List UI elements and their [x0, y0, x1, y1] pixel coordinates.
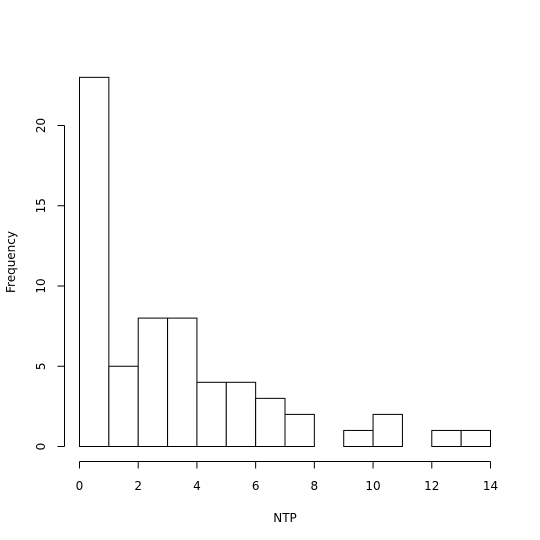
y-axis-title: Frequency — [4, 231, 18, 293]
x-tick-label: 0 — [76, 479, 84, 493]
histogram-bar — [196, 381, 227, 447]
y-tick-label: 0 — [34, 443, 48, 451]
y-tick-label: 10 — [34, 278, 48, 293]
histogram-bar — [431, 429, 462, 448]
histogram-bar — [343, 429, 374, 448]
x-axis: 0 2 4 6 8 10 12 14 — [76, 461, 498, 493]
y-tick-label: 20 — [34, 118, 48, 133]
histogram-bar — [255, 397, 286, 448]
histogram-bar — [284, 413, 315, 447]
x-tick-label: 12 — [424, 479, 439, 493]
y-tick-label: 5 — [34, 362, 48, 370]
histogram-bar — [460, 429, 491, 448]
y-axis: 0 5 10 15 20 — [34, 118, 65, 450]
histogram-bar — [372, 413, 403, 447]
x-tick-label: 4 — [193, 479, 201, 493]
x-tick-label: 8 — [311, 479, 319, 493]
x-tick-label: 2 — [134, 479, 142, 493]
x-axis-title: NTP — [273, 511, 297, 525]
histogram-bar — [79, 76, 110, 447]
y-tick-label: 15 — [34, 198, 48, 213]
histogram-bar — [167, 317, 198, 447]
bars-group — [79, 76, 491, 448]
x-tick-label: 10 — [365, 479, 380, 493]
x-tick-label: 6 — [252, 479, 260, 493]
x-tick-label: 14 — [483, 479, 498, 493]
histogram-bar — [108, 365, 139, 447]
histogram-bar — [137, 317, 169, 447]
histogram-bar — [225, 381, 257, 447]
